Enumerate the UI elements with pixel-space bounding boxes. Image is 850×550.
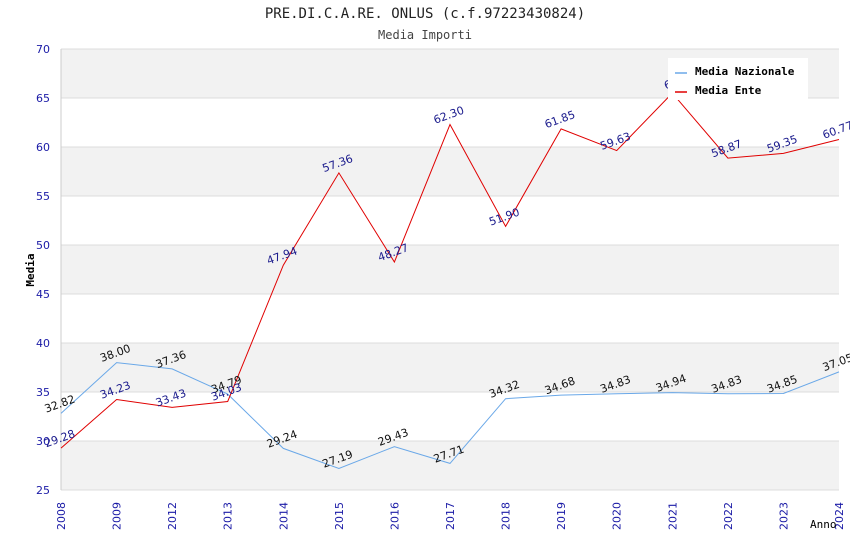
x-tick-label: 2022 [722, 502, 735, 530]
x-tick-label: 2018 [500, 502, 513, 530]
plot-band [61, 147, 839, 196]
plot-band [61, 196, 839, 245]
x-tick-label: 2014 [277, 502, 290, 530]
x-tick-label: 2017 [444, 502, 457, 530]
y-axis-title: Media [24, 253, 37, 286]
plot-band [61, 343, 839, 392]
y-tick-label: 35 [36, 386, 50, 399]
x-tick-label: 2020 [611, 502, 624, 530]
plot-band [61, 392, 839, 441]
plot-band [61, 245, 839, 294]
y-tick-label: 55 [36, 190, 50, 203]
plot-band [61, 294, 839, 343]
y-tick-label: 70 [36, 43, 50, 56]
chart-title: PRE.DI.C.A.RE. ONLUS (c.f.97223430824) [265, 6, 585, 22]
x-tick-label: 2009 [111, 502, 124, 530]
legend-box [668, 58, 808, 100]
x-tick-label: 2013 [222, 502, 235, 530]
grid-lines [61, 48, 839, 491]
plot-bands [61, 49, 839, 490]
y-tick-label: 30 [36, 435, 50, 448]
y-tick-label: 50 [36, 239, 50, 252]
x-tick-label: 2012 [166, 502, 179, 530]
series-line-media-nazionale [60, 362, 840, 470]
x-tick-label: 2019 [555, 502, 568, 530]
y-tick-label: 40 [36, 337, 50, 350]
legend-label-media-ente: Media Ente [695, 84, 762, 97]
x-tick-label: 2015 [333, 502, 346, 530]
legend-label-media-nazionale: Media Nazionale [695, 65, 795, 78]
x-tick-label: 2021 [666, 502, 679, 530]
x-tick-labels: 2008 2009 2012 2013 2014 2015 2016 2017 2018 2019… [55, 502, 846, 530]
series-line-media-ente [60, 92, 840, 449]
chart-subtitle: Media Importi [378, 28, 472, 42]
y-tick-label: 25 [36, 484, 50, 497]
x-tick-label: 2023 [777, 502, 790, 530]
plot-band [61, 441, 839, 490]
legend: Media Nazionale Media Ente [668, 58, 808, 100]
plot-band [61, 98, 839, 147]
x-axis-title: Anno [810, 518, 837, 531]
x-tick-label: 2016 [388, 502, 401, 530]
y-tick-label: 60 [36, 141, 50, 154]
x-tick-label: 2024 [833, 502, 846, 530]
series-lines [60, 92, 840, 470]
y-tick-label: 65 [36, 92, 50, 105]
x-tick-label: 2008 [55, 502, 68, 530]
y-tick-labels: 25 30 35 40 45 50 55 60 65 70 [36, 43, 50, 497]
y-tick-label: 45 [36, 288, 50, 301]
